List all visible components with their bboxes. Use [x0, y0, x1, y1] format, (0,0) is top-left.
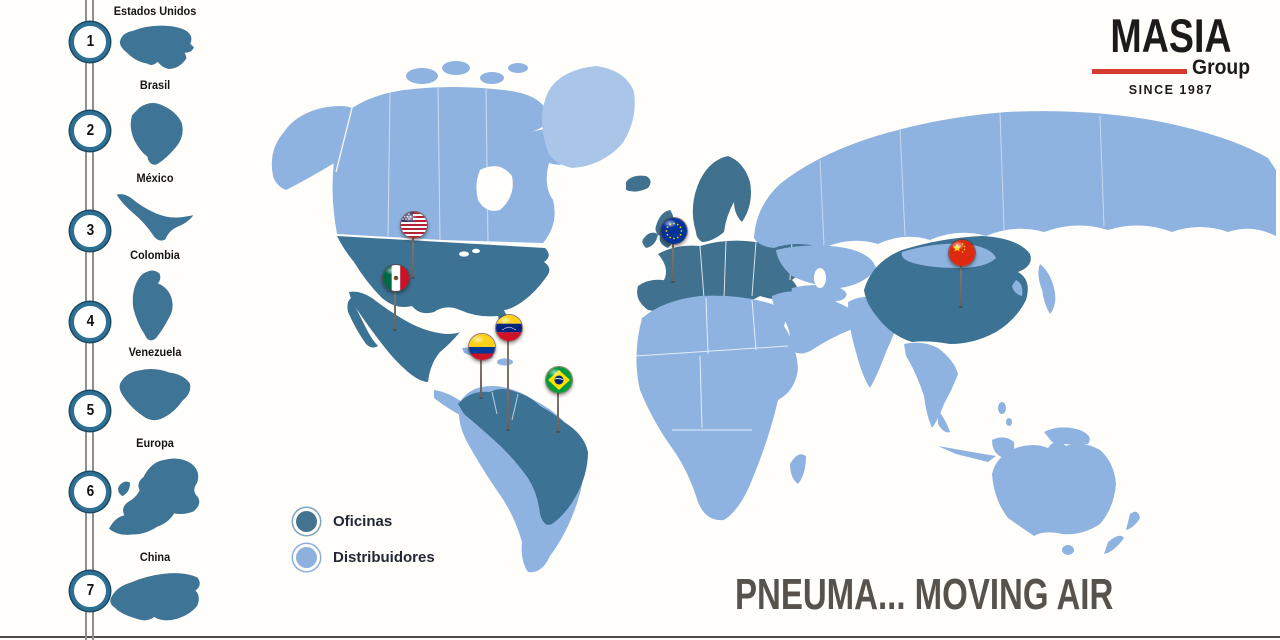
europe-silhouette-icon: [109, 458, 200, 535]
country-label: China: [139, 552, 171, 564]
pin-stick: [671, 230, 675, 283]
pin-stick: [959, 252, 963, 308]
region-japan: [1038, 264, 1056, 314]
distributors-dot-icon: [296, 547, 317, 568]
timeline-number-5: 5: [70, 391, 110, 431]
region-russia: [754, 111, 1276, 248]
brazil-flag-icon: [545, 366, 573, 394]
bottom-rule: [0, 636, 1280, 638]
venezuela-silhouette-icon: [119, 369, 191, 421]
region-ireland: [642, 232, 658, 248]
region-madagascar: [790, 454, 806, 484]
logo-name: MASIA: [1110, 9, 1232, 62]
country-label: Estados Unidos: [113, 6, 197, 18]
mexico-silhouette-icon: [116, 194, 194, 241]
timeline-number-6: 6: [70, 472, 110, 512]
sidebar-item-europa: Europa: [95, 438, 215, 546]
eu-flag-icon: [660, 217, 688, 245]
logo-since: SINCE 1987: [1128, 83, 1214, 98]
country-label: México: [136, 173, 174, 185]
region-central-asia: [776, 245, 876, 288]
region-scandinavia: [692, 156, 751, 242]
brazil-silhouette-icon: [130, 103, 183, 165]
region-mexico: [349, 291, 460, 382]
sidebar-item-colombia: Colombia: [95, 250, 215, 348]
timeline-number-7: 7: [70, 571, 110, 611]
logo-group-text: Group: [1192, 56, 1250, 80]
offices-label: Oficinas: [333, 513, 393, 530]
colombia-flag-icon: [468, 333, 496, 361]
sidebar-item-venezuela: Venezuela: [95, 347, 215, 431]
region-iceland: [626, 175, 651, 192]
region-se-asia: [904, 342, 958, 428]
us-flag-icon: [400, 211, 428, 239]
region-korea: [1012, 280, 1023, 296]
region-usa: [337, 236, 550, 340]
region-alaska: [271, 106, 358, 190]
timeline-number-4: 4: [70, 302, 110, 342]
map-legend: Oficinas Distribuidores: [296, 511, 435, 583]
region-new-guinea: [1044, 427, 1090, 445]
venezuela-flag-icon: [495, 314, 523, 342]
region-australia: [992, 441, 1116, 536]
region-indonesia: [938, 446, 996, 462]
country-label: Europa: [136, 438, 174, 450]
logo-red-bar: [1092, 69, 1187, 75]
pin-stick: [479, 346, 483, 399]
timeline-number-3: 3: [70, 211, 110, 251]
sidebar-item-estados-unidos: Estados Unidos: [95, 6, 215, 78]
china-flag-icon: [948, 239, 976, 267]
sidebar-item-china: China: [95, 552, 215, 632]
region-china: [864, 236, 1031, 344]
country-label: Colombia: [130, 250, 180, 262]
hudson-bay: [476, 166, 513, 211]
region-middle-east: [772, 291, 857, 354]
region-canada: [332, 87, 586, 243]
slogan-text: PNEUMA... MOVING AIR: [735, 570, 1114, 619]
pin-stick: [506, 327, 510, 431]
colombia-silhouette-icon: [132, 270, 173, 341]
logo-rule: Group: [1092, 57, 1250, 78]
country-label: Brasil: [139, 80, 171, 92]
pin-stick: [393, 277, 397, 331]
region-africa: [636, 295, 798, 521]
china-silhouette-icon: [110, 573, 200, 621]
masia-group-logo: MASIA Group SINCE 1987: [1092, 9, 1250, 98]
offices-dot-icon: [296, 511, 317, 532]
region-greenland: [542, 66, 635, 168]
timeline-number-1: 1: [70, 22, 110, 62]
usa-silhouette-icon: [119, 25, 194, 69]
pin-stick: [411, 224, 415, 279]
country-label: Venezuela: [128, 347, 182, 359]
sidebar-item-brasil: Brasil: [95, 80, 215, 172]
distributors-label: Distribuidores: [333, 549, 435, 566]
legend-offices-row: Oficinas: [296, 511, 435, 532]
region-brazil-colombia-venezuela: [458, 389, 588, 525]
region-baja: [347, 298, 378, 348]
pin-stick: [556, 379, 560, 433]
timeline-number-2: 2: [70, 111, 110, 151]
sidebar-item-mexico: México: [95, 173, 215, 247]
mexico-flag-icon: [382, 264, 410, 292]
region-new-zealand: [1104, 511, 1140, 554]
legend-distributors-row: Distribuidores: [296, 547, 435, 568]
